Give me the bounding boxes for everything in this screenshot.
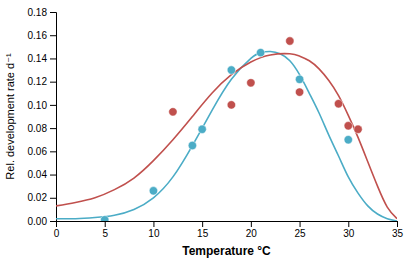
point: [354, 125, 362, 133]
point: [227, 101, 235, 109]
tick-label: 0.08: [28, 123, 48, 134]
tick: 0.16: [28, 30, 56, 41]
x-axis-title: Temperature °C: [182, 244, 271, 258]
tick-label: 0: [54, 228, 60, 239]
tick-label: 0.18: [28, 7, 48, 18]
point: [344, 136, 352, 144]
tick-label: 0.02: [28, 192, 48, 203]
tick-mark: [50, 35, 56, 36]
tick-mark: [50, 151, 56, 152]
tick-mark: [50, 128, 56, 129]
tick: 15: [197, 221, 209, 239]
tick-mark: [50, 12, 56, 13]
tick-mark: [300, 221, 301, 227]
tick-label: 5: [102, 228, 108, 239]
tick-label: 15: [197, 228, 209, 239]
point: [198, 125, 206, 133]
tick: 5: [102, 221, 108, 239]
tick: 0.00: [28, 216, 56, 227]
point: [247, 79, 255, 87]
tick-label: 0.04: [28, 169, 48, 180]
tick: 0.14: [28, 53, 56, 64]
tick-mark: [50, 105, 56, 106]
tick-label: 10: [148, 228, 160, 239]
axis-line: [57, 222, 398, 228]
x-axis: 0 5 10 15 20 25 30 35: [54, 221, 404, 239]
tick-label: 0.00: [28, 216, 48, 227]
tick-mark: [50, 175, 56, 176]
tick-label: 30: [343, 228, 355, 239]
tick-mark: [251, 221, 252, 227]
tick-mark: [153, 221, 154, 227]
tick-mark: [348, 221, 349, 227]
point: [295, 88, 303, 96]
tick-mark: [50, 82, 56, 83]
tick: 0.08: [28, 123, 56, 134]
point: [256, 48, 264, 56]
point: [169, 108, 177, 116]
point: [188, 141, 196, 149]
y-axis-title: Rel. development rate d⁻¹: [4, 53, 16, 180]
point: [101, 216, 109, 221]
axis-line: [50, 13, 57, 222]
tick-label: 0.16: [28, 30, 48, 41]
tick: 30: [343, 221, 355, 239]
tick-label: 20: [246, 228, 258, 239]
tick: 0.12: [28, 76, 56, 87]
tick: 0.06: [28, 146, 56, 157]
tick-label: 0.10: [28, 100, 48, 111]
point: [286, 37, 294, 45]
point: [149, 187, 157, 195]
point: [334, 100, 342, 108]
tick: 0.02: [28, 192, 56, 203]
tick: 0.10: [28, 100, 56, 111]
tick-label: 0.06: [28, 146, 48, 157]
tick: 0.18: [28, 7, 56, 18]
tick-mark: [50, 198, 56, 199]
tick-mark: [397, 221, 398, 227]
tick: 35: [392, 221, 404, 239]
tick: 10: [148, 221, 160, 239]
tick-label: 35: [392, 228, 404, 239]
curve: [56, 54, 397, 219]
tick-mark: [202, 221, 203, 227]
tick: 20: [246, 221, 258, 239]
tick-label: 25: [295, 228, 307, 239]
tick-label: 0.12: [28, 76, 48, 87]
tick: 25: [295, 221, 307, 239]
tick: 0.04: [28, 169, 56, 180]
tick-label: 0.14: [28, 53, 48, 64]
tick-mark: [50, 221, 56, 222]
y-axis: 0.00 0.02 0.04 0.06 0.08 0.10 0.12 0.14 0.16 0.18: [28, 7, 57, 227]
point: [344, 122, 352, 130]
point: [295, 75, 303, 83]
tick-mark: [105, 221, 106, 227]
tick-mark: [50, 58, 56, 59]
plot: 051015202530350.000.020.040.060.080.100.…: [28, 7, 404, 239]
chart: 051015202530350.000.020.040.060.080.100.…: [0, 0, 413, 261]
curve: [56, 51, 397, 221]
tick: 0: [54, 221, 60, 239]
marks: [56, 37, 397, 221]
point: [227, 66, 235, 74]
